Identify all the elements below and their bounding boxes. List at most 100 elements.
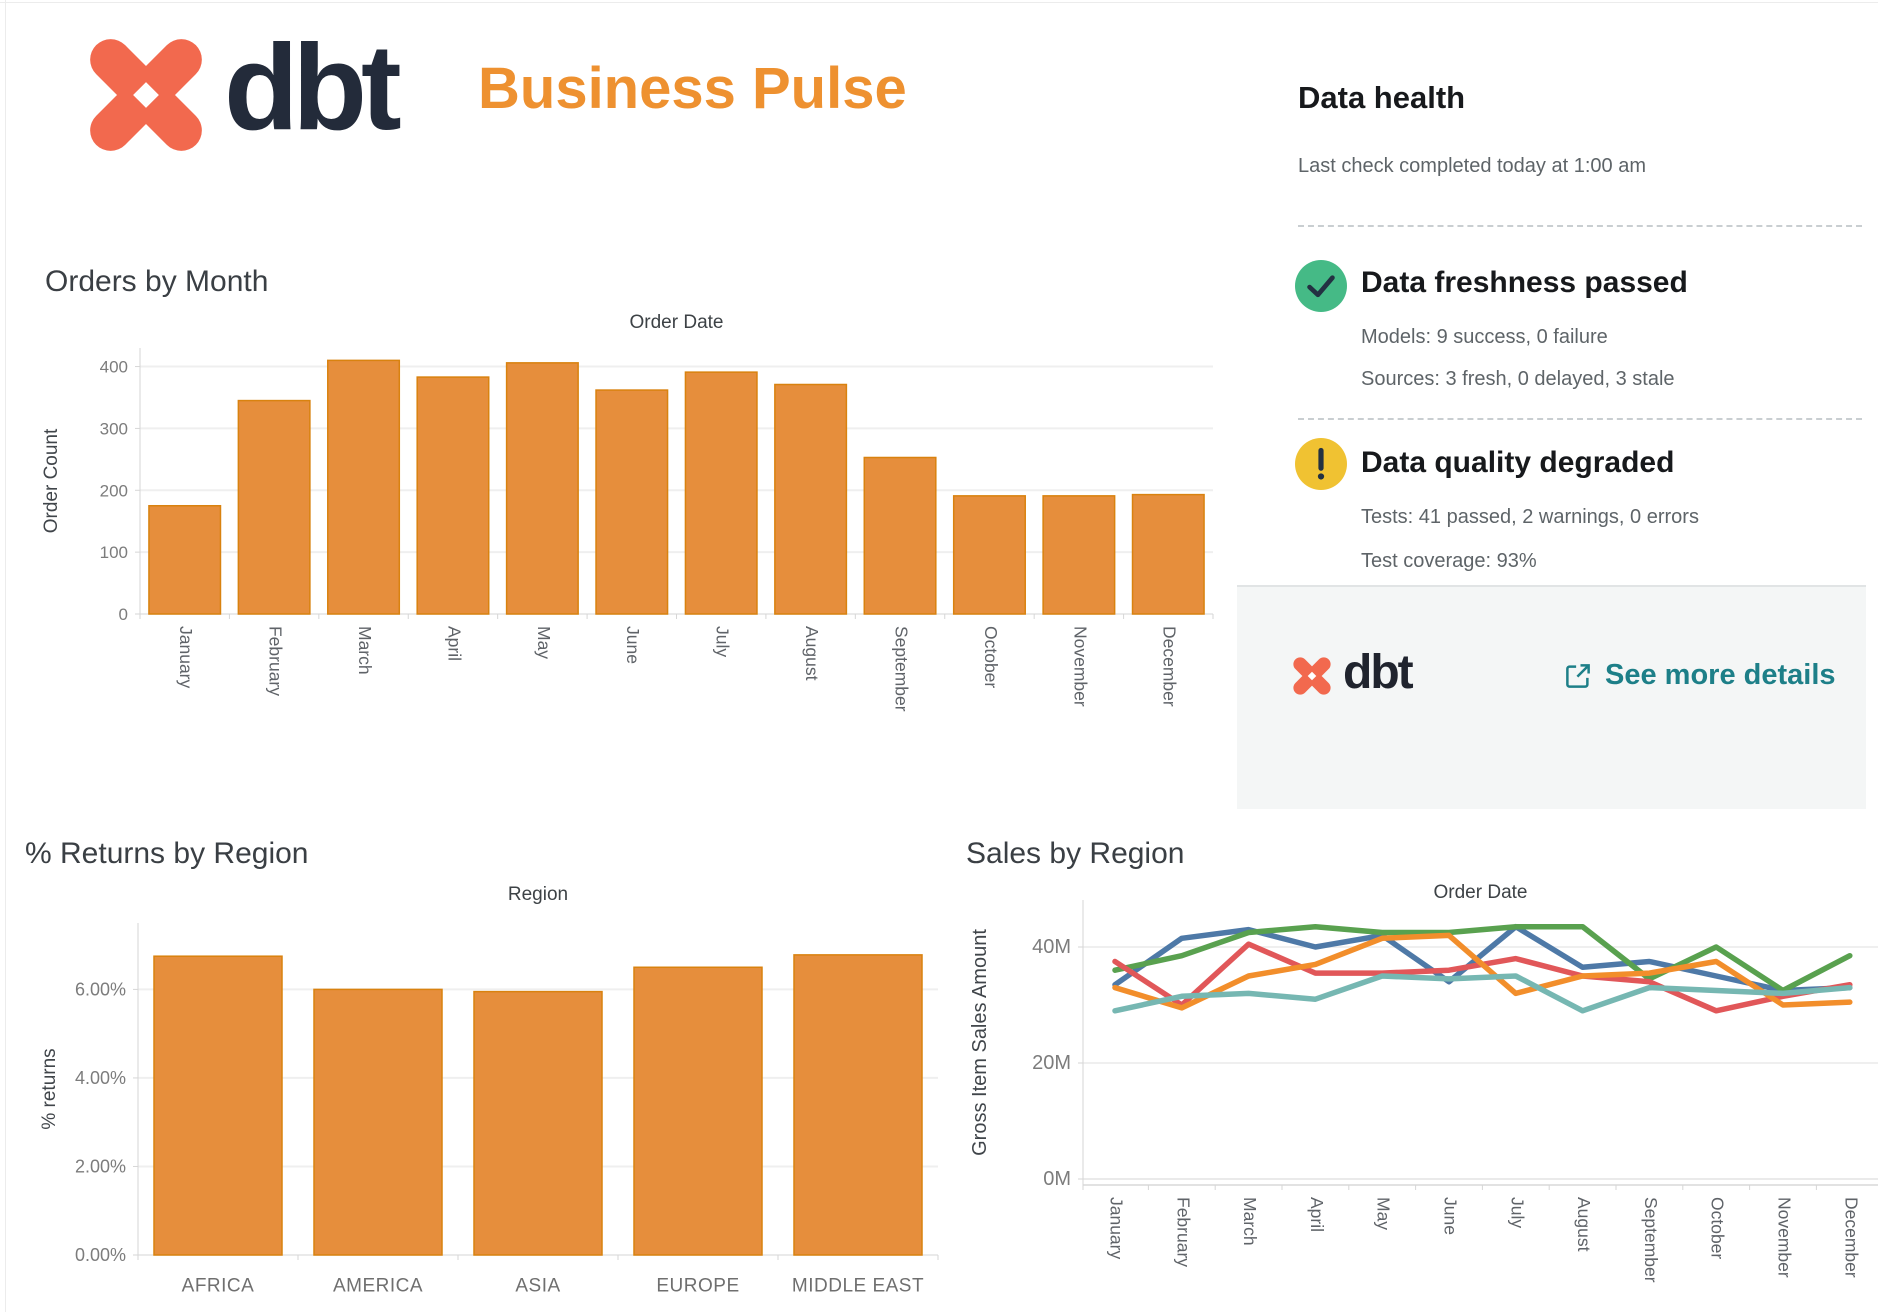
bar-June[interactable] <box>595 389 669 615</box>
dbt-logo-icon <box>90 39 202 151</box>
y-tick-label: 2.00% <box>75 1156 126 1176</box>
sales-by-region-chart[interactable]: 0M 20M 40M Order Date Gross Item Sales Amoun… <box>960 855 1878 1312</box>
x-tick-label: November <box>1070 626 1090 707</box>
x-tick-label: June <box>623 626 643 664</box>
x-tick-label: September <box>1641 1197 1661 1283</box>
x-tick-label: MIDDLE EAST <box>792 1276 924 1297</box>
series-teal[interactable] <box>1112 973 1853 1014</box>
x-tick-label: AFRICA <box>182 1276 255 1297</box>
returns-by-region-chart[interactable]: 0.00% 2.00% 4.00% 6.00% Region % returns AFRIC… <box>25 865 960 1312</box>
y-tick-label: 6.00% <box>75 979 126 999</box>
bar-January[interactable] <box>148 504 222 615</box>
section-title-returns-by-region: % Returns by Region <box>25 836 309 870</box>
bar-MIDDLE EAST[interactable] <box>793 954 923 1256</box>
freshness-models-line: Models: 9 success, 0 failure <box>1361 326 1608 348</box>
series-lines[interactable] <box>1112 923 1853 1014</box>
warning-icon <box>1295 438 1347 490</box>
y-tick-label: 300 <box>100 419 128 438</box>
axis-title: Region <box>508 884 568 905</box>
y-tick-label: 40M <box>1032 936 1071 958</box>
x-tick-label: April <box>1307 1197 1327 1232</box>
x-tick-label: August <box>1574 1197 1594 1252</box>
x-tick-label: AMERICA <box>333 1276 423 1297</box>
bar-December[interactable] <box>1131 493 1205 615</box>
y-axis-label: Gross Item Sales Amount <box>969 929 991 1156</box>
y-tick-label: 0M <box>1043 1168 1071 1190</box>
bar-October[interactable] <box>952 495 1026 615</box>
x-tick-label: September <box>891 626 911 712</box>
bar-February[interactable] <box>237 399 311 615</box>
dbt-wordmark: dbt <box>1343 646 1414 699</box>
top-edge-divider <box>0 2 1878 3</box>
bars[interactable] <box>148 359 1205 615</box>
dbt-wordmark: dbt <box>224 19 402 155</box>
check-icon <box>1295 260 1347 312</box>
section-title-sales-by-region: Sales by Region <box>966 836 1185 870</box>
y-tick-label: 0 <box>119 605 128 624</box>
x-tick-label: May <box>534 626 554 659</box>
quality-tests-line: Tests: 41 passed, 2 warnings, 0 errors <box>1361 506 1699 528</box>
bar-August[interactable] <box>774 383 848 615</box>
y-tick-label: 20M <box>1032 1052 1071 1074</box>
x-tick-label: March <box>355 626 375 675</box>
y-tick-label: 4.00% <box>75 1068 126 1088</box>
bar-April[interactable] <box>416 376 490 615</box>
dashed-divider <box>1298 418 1862 420</box>
left-edge-divider <box>5 0 6 1312</box>
x-tick-label: ASIA <box>515 1276 560 1297</box>
x-tick-label: July <box>713 626 733 657</box>
x-tick-label: October <box>981 626 1001 688</box>
bar-March[interactable] <box>327 359 401 615</box>
data-health-title: Data health <box>1298 80 1466 115</box>
bar-AMERICA[interactable] <box>313 988 443 1256</box>
page-title: Business Pulse <box>478 56 907 121</box>
x-tick-label: January <box>1106 1197 1126 1260</box>
x-tick-label: February <box>266 626 286 696</box>
bar-September[interactable] <box>863 456 937 615</box>
series-green[interactable] <box>1112 923 1853 994</box>
x-tick-label: May <box>1374 1197 1394 1230</box>
x-tick-label: EUROPE <box>656 1276 739 1297</box>
see-more-details-label: See more details <box>1605 659 1836 691</box>
y-axis-label: % returns <box>39 1048 60 1129</box>
x-tick-label: December <box>1841 1197 1861 1278</box>
dbt-logo-icon <box>1293 657 1331 695</box>
y-tick-label: 0.00% <box>75 1245 126 1265</box>
quality-status-title: Data quality degraded <box>1361 446 1675 479</box>
x-tick-label: August <box>802 626 822 681</box>
bar-EUROPE[interactable] <box>633 966 763 1256</box>
section-title-orders-by-month: Orders by Month <box>45 264 269 298</box>
series-blue[interactable] <box>1112 923 1853 994</box>
x-tick-label: December <box>1160 626 1180 707</box>
freshness-sources-line: Sources: 3 fresh, 0 delayed, 3 stale <box>1361 368 1675 390</box>
bars[interactable] <box>153 954 923 1256</box>
external-link-icon <box>1566 663 1590 688</box>
x-tick-label: November <box>1774 1197 1794 1278</box>
y-axis-label: Order Count <box>41 428 62 533</box>
bar-ASIA[interactable] <box>473 990 603 1256</box>
series-orange[interactable] <box>1112 932 1853 1011</box>
x-tick-label: July <box>1507 1197 1527 1228</box>
bar-AFRICA[interactable] <box>153 955 283 1256</box>
quality-coverage-line: Test coverage: 93% <box>1361 550 1537 572</box>
bar-July[interactable] <box>684 371 758 615</box>
bar-November[interactable] <box>1042 495 1116 615</box>
x-tick-label: February <box>1173 1197 1193 1267</box>
see-more-details-link[interactable]: See more details <box>1563 659 1836 692</box>
orders-by-month-chart[interactable]: 0 100 200 300 400 Order Date Order Count Januar… <box>35 300 1215 780</box>
axis-title: Order Date <box>1434 882 1528 903</box>
dashed-divider <box>1298 225 1862 227</box>
y-tick-label: 100 <box>100 543 128 562</box>
freshness-status-title: Data freshness passed <box>1361 266 1688 299</box>
x-tick-label: October <box>1708 1197 1728 1259</box>
y-tick-label: 200 <box>100 481 128 500</box>
x-tick-label: June <box>1440 1197 1460 1235</box>
axis-title: Order Date <box>630 312 724 333</box>
x-tick-label: March <box>1240 1197 1260 1246</box>
bar-May[interactable] <box>505 362 579 615</box>
x-tick-label: April <box>444 626 464 661</box>
data-health-subtitle: Last check completed today at 1:00 am <box>1298 155 1646 177</box>
y-tick-label: 400 <box>100 358 128 377</box>
data-health-footer: dbt See more details <box>1237 585 1866 809</box>
